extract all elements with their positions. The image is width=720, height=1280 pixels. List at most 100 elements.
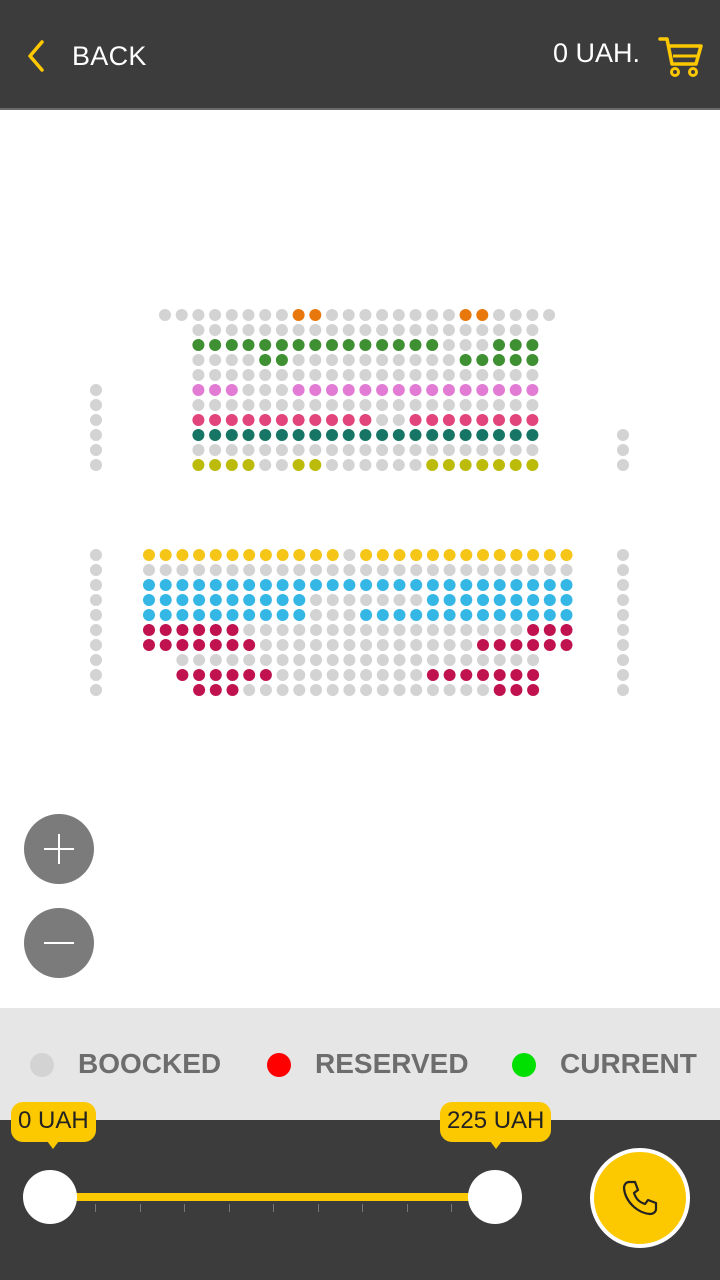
seat[interactable]	[410, 609, 423, 621]
seat[interactable]	[242, 459, 255, 471]
seat[interactable]	[493, 444, 505, 456]
seat[interactable]	[176, 639, 189, 651]
seat[interactable]	[509, 309, 522, 321]
seat[interactable]	[527, 549, 540, 561]
seat[interactable]	[192, 324, 205, 336]
seat[interactable]	[159, 579, 172, 591]
seat[interactable]	[477, 654, 489, 666]
seat[interactable]	[393, 579, 406, 591]
seat[interactable]	[392, 444, 405, 456]
seat[interactable]	[259, 414, 272, 426]
seat[interactable]	[617, 564, 629, 576]
seat[interactable]	[392, 369, 405, 381]
seat[interactable]	[359, 399, 372, 411]
seat[interactable]	[326, 429, 338, 441]
seat[interactable]	[560, 594, 573, 606]
seat[interactable]	[209, 354, 222, 366]
seat[interactable]	[259, 399, 272, 411]
seat[interactable]	[259, 549, 272, 561]
seat[interactable]	[293, 684, 306, 696]
seat[interactable]	[326, 369, 338, 381]
seat[interactable]	[443, 549, 456, 561]
seat[interactable]	[342, 339, 355, 351]
seat[interactable]	[460, 609, 473, 621]
seat[interactable]	[510, 579, 523, 591]
seat[interactable]	[392, 339, 405, 351]
seat[interactable]	[242, 399, 255, 411]
seat[interactable]	[310, 654, 322, 666]
seat[interactable]	[476, 324, 489, 336]
seat[interactable]	[176, 669, 189, 681]
seat[interactable]	[343, 549, 356, 561]
seat[interactable]	[243, 579, 256, 591]
seat[interactable]	[176, 624, 189, 636]
seat[interactable]	[392, 414, 405, 426]
seat[interactable]	[617, 669, 629, 681]
seat[interactable]	[209, 579, 222, 591]
seat[interactable]	[209, 429, 222, 441]
seat[interactable]	[510, 564, 523, 576]
seat[interactable]	[393, 654, 406, 666]
seat[interactable]	[509, 369, 522, 381]
seat[interactable]	[526, 414, 539, 426]
seat[interactable]	[410, 684, 423, 696]
seat[interactable]	[292, 459, 305, 471]
seat[interactable]	[343, 684, 356, 696]
seat[interactable]	[376, 609, 389, 621]
seat[interactable]	[410, 564, 423, 576]
seat[interactable]	[293, 639, 306, 651]
seat[interactable]	[392, 384, 405, 396]
seat[interactable]	[510, 549, 523, 561]
seat[interactable]	[176, 609, 189, 621]
seat[interactable]	[410, 579, 423, 591]
seat[interactable]	[392, 429, 405, 441]
seat[interactable]	[310, 579, 322, 591]
seat[interactable]	[493, 594, 506, 606]
seat[interactable]	[90, 384, 102, 396]
seat[interactable]	[560, 639, 573, 651]
seat[interactable]	[90, 579, 102, 591]
seat[interactable]	[226, 639, 239, 651]
seat[interactable]	[543, 309, 556, 321]
seat[interactable]	[176, 579, 189, 591]
seat[interactable]	[493, 549, 506, 561]
seat[interactable]	[376, 549, 389, 561]
seat[interactable]	[326, 639, 339, 651]
seat[interactable]	[617, 459, 629, 471]
seat[interactable]	[526, 384, 539, 396]
seat[interactable]	[310, 639, 322, 651]
seat[interactable]	[342, 414, 355, 426]
seat[interactable]	[293, 654, 306, 666]
seat[interactable]	[409, 309, 422, 321]
seat[interactable]	[410, 639, 423, 651]
seat[interactable]	[226, 654, 239, 666]
seat[interactable]	[275, 444, 288, 456]
seat[interactable]	[326, 654, 339, 666]
seat[interactable]	[493, 324, 505, 336]
seat[interactable]	[360, 654, 373, 666]
seat[interactable]	[159, 564, 172, 576]
seat[interactable]	[359, 309, 372, 321]
seat[interactable]	[343, 624, 356, 636]
seat[interactable]	[342, 354, 355, 366]
seat[interactable]	[326, 414, 338, 426]
seat[interactable]	[376, 444, 389, 456]
seat[interactable]	[90, 459, 102, 471]
seat[interactable]	[343, 669, 356, 681]
seat[interactable]	[510, 684, 523, 696]
seat[interactable]	[159, 309, 171, 321]
seat[interactable]	[310, 549, 322, 561]
seat[interactable]	[493, 564, 506, 576]
seat[interactable]	[476, 369, 489, 381]
seat[interactable]	[243, 669, 256, 681]
seat[interactable]	[510, 624, 523, 636]
seat[interactable]	[276, 609, 289, 621]
seat[interactable]	[543, 594, 556, 606]
seat[interactable]	[360, 684, 373, 696]
seat[interactable]	[460, 549, 473, 561]
seat[interactable]	[426, 384, 439, 396]
seat[interactable]	[209, 594, 222, 606]
seat[interactable]	[292, 309, 305, 321]
seat[interactable]	[226, 624, 239, 636]
seat[interactable]	[276, 684, 289, 696]
